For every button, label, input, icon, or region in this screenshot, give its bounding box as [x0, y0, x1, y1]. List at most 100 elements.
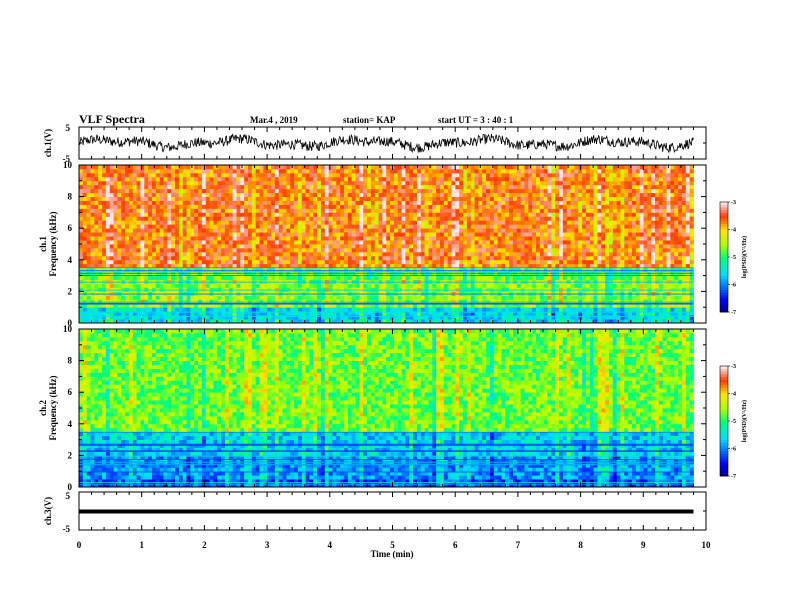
- ch1-heatmap-cell: [247, 283, 253, 288]
- ch1-heatmap-cell: [512, 168, 518, 174]
- ch1-heatmap-cell: [186, 180, 191, 186]
- ch1-heatmap-cell: [274, 244, 280, 249]
- ch1-heatmap-cell: [294, 236, 299, 241]
- ch1-heatmap-cell: [117, 212, 122, 217]
- ch1-heatmap-cell: [332, 204, 337, 209]
- ch1-heatmap-cell: [320, 172, 326, 178]
- ch1-heatmap-cell: [217, 311, 222, 316]
- ch1-heatmap-cell: [436, 319, 441, 324]
- ch1-heatmap-cell: [90, 228, 95, 233]
- ch1-heatmap-cell: [374, 232, 379, 237]
- ch1-heatmap-cell: [240, 279, 245, 284]
- ch1-heatmap-cell: [182, 180, 187, 186]
- ch1-heatmap-cell: [478, 180, 483, 186]
- ch1-heatmap-cell: [409, 271, 414, 276]
- ch1-heatmap-cell: [286, 267, 291, 273]
- ch1-heatmap-cell: [332, 307, 337, 312]
- ch1-heatmap-cell: [424, 224, 429, 229]
- ch1-heatmap-cell: [259, 204, 264, 209]
- ch1-heatmap-cell: [336, 200, 341, 205]
- ch1-heatmap-cell: [359, 311, 364, 316]
- ch1-heatmap-cell: [336, 315, 341, 320]
- ch1-heatmap-cell: [409, 212, 414, 217]
- ch1-heatmap-cell: [320, 244, 326, 249]
- ch1-heatmap-cell: [155, 192, 161, 197]
- ch1-heatmap-cell: [520, 192, 525, 197]
- ch1-heatmap-cell: [317, 180, 322, 186]
- ch1-heatmap-cell: [413, 303, 418, 308]
- ch1-heatmap-cell: [282, 271, 287, 276]
- ch1-heatmap-cell: [247, 204, 253, 209]
- ch1-heatmap-cell: [320, 295, 326, 300]
- ch1-heatmap-cell: [213, 168, 218, 174]
- ch1-heatmap-cell: [397, 244, 402, 249]
- ch1-heatmap-cell: [94, 200, 99, 205]
- ch1-heatmap-cell: [125, 295, 130, 300]
- ch1-heatmap-cell: [175, 283, 180, 288]
- ch1-heatmap-cell: [505, 315, 510, 320]
- ch1-heatmap-cell: [536, 165, 541, 170]
- ch1-heatmap-cell: [470, 299, 475, 304]
- ch1-heatmap-cell: [155, 240, 161, 245]
- ch1-heatmap-cell: [86, 196, 91, 201]
- ch1-heatmap-cell: [117, 271, 122, 276]
- ch1-heatmap-cell: [543, 303, 548, 308]
- ch1-heatmap-cell: [171, 204, 176, 209]
- ch1-heatmap-cell: [336, 311, 341, 316]
- ch1-heatmap-cell: [186, 184, 191, 190]
- ch1-heatmap-cell: [470, 212, 475, 217]
- ch1-heatmap-cell: [255, 244, 260, 249]
- ch1-heatmap-cell: [94, 287, 99, 292]
- ch1-heatmap-cell: [486, 188, 491, 194]
- ch1-heatmap-cell: [413, 165, 418, 170]
- ch1-heatmap-cell: [121, 275, 126, 280]
- ch1-heatmap-cell: [393, 188, 399, 194]
- ch1-heatmap-cell: [198, 259, 203, 265]
- ch1-heatmap-cell: [148, 275, 153, 280]
- ch1-heatmap-cell: [136, 255, 141, 261]
- ch1-heatmap-cell: [163, 208, 168, 213]
- ch1-heatmap-cell: [317, 271, 322, 276]
- ch1-heatmap-cell: [317, 200, 322, 205]
- ch1-heatmap-cell: [343, 228, 349, 233]
- ch1-heatmap-cell: [102, 263, 107, 269]
- ch1-heatmap-cell: [443, 196, 449, 201]
- ch1-heatmap-cell: [228, 311, 234, 316]
- ch1-heatmap-cell: [151, 259, 157, 265]
- ch1-heatmap-cell: [79, 165, 84, 170]
- ch1-heatmap-cell: [259, 165, 264, 170]
- ch1-heatmap-cell: [105, 212, 111, 217]
- ch1-heatmap-cell: [528, 220, 533, 225]
- ch1-heatmap-cell: [397, 271, 402, 276]
- ch1-heatmap-cell: [282, 232, 287, 237]
- ch1-heatmap-cell: [539, 271, 545, 276]
- ch1-heatmap-cell: [163, 279, 168, 284]
- ch1-heatmap-cell: [386, 228, 391, 233]
- ch1-heatmap-cell: [363, 244, 368, 249]
- ch1-heatmap-cell: [390, 228, 395, 233]
- ch1-heatmap-cell: [175, 255, 180, 261]
- ch1-heatmap-cell: [251, 319, 257, 324]
- ch1-heatmap-cell: [286, 232, 291, 237]
- ch1-heatmap-cell: [190, 200, 195, 205]
- ch1-heatmap-cell: [105, 279, 111, 284]
- ch1-heatmap-cell: [109, 232, 114, 237]
- ch1-heatmap-cell: [390, 196, 395, 201]
- ch1-heatmap-cell: [224, 192, 230, 197]
- ch1-heatmap-cell: [117, 232, 122, 237]
- ch1-heatmap-cell: [182, 216, 187, 221]
- ch1-heatmap-cell: [482, 263, 487, 269]
- ch1-heatmap-cell: [401, 192, 406, 197]
- ch1-heatmap-cell: [255, 228, 260, 233]
- ch1-heatmap-cell: [86, 259, 91, 265]
- ch1-heatmap-cell: [240, 236, 245, 241]
- ch1-heatmap-cell: [386, 192, 391, 197]
- ch1-heatmap-cell: [79, 303, 84, 308]
- ch1-heatmap-cell: [290, 184, 295, 190]
- ch1-heatmap-cell: [501, 303, 506, 308]
- ch1-heatmap-cell: [532, 232, 537, 237]
- ch1-heatmap-cell: [474, 307, 479, 312]
- ch1-heatmap-cell: [186, 287, 191, 292]
- ch1-heatmap-cell: [532, 208, 537, 213]
- ch1-heatmap-cell: [171, 165, 176, 170]
